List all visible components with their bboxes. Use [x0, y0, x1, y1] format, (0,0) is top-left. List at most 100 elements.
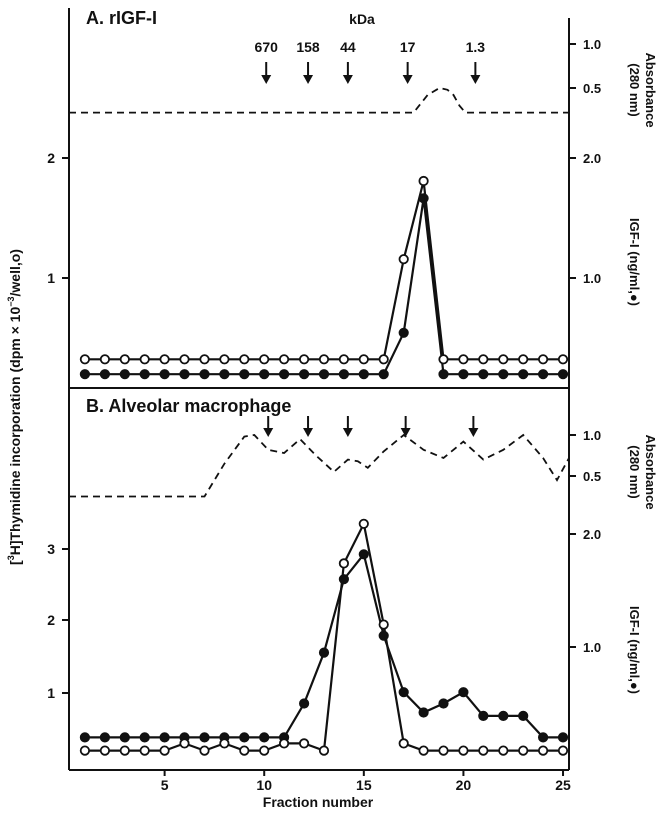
panel-a-igf1-point-16: [378, 369, 389, 380]
panel-a-thymidine-point-10: [259, 354, 270, 365]
panel-b-marker-arrowhead-2: [342, 428, 353, 437]
panel-a-thymidine-point-6: [179, 354, 190, 365]
panel-b-thymidine-point-11: [278, 738, 290, 749]
panel-b-igf1-point-12: [298, 698, 310, 709]
panel-b-thymidine-point-16: [378, 619, 389, 630]
panel-a-marker-label-4: 1.3: [466, 39, 486, 55]
panel-b-marker-arrowhead-0: [263, 428, 274, 437]
panel-a-igf1-point-15: [358, 369, 369, 380]
panel-b-thymidine-point-13: [318, 745, 330, 756]
panel-a-left-tick-label-1: 2: [47, 150, 55, 166]
panel-a-thymidine-point-22: [498, 354, 509, 365]
panel-b-absorbance-label: Absorbance (280 nm): [627, 434, 658, 509]
panel-b-x-tick-label-2: 15: [356, 777, 372, 793]
panel-b-right-tick-label-0: 1.0: [583, 640, 601, 655]
panel-b-thymidine-point-23: [518, 745, 529, 756]
panel-b-igf1-line: [84, 551, 563, 739]
panel-a-thymidine-point-25: [557, 354, 569, 365]
panel-b-left-tick-label-0: 1: [47, 685, 55, 701]
panel-a-thymidine-point-3: [119, 354, 130, 365]
panel-b-igf1-point-1: [79, 732, 91, 743]
panel-a-igf1-point-17: [398, 327, 409, 338]
panel-b-thymidine-point-22: [498, 745, 509, 756]
panel-b-igf1-point-7: [199, 732, 210, 743]
panel-b-igf1-point-2: [99, 732, 111, 743]
panel-b-igf1-point-23: [518, 710, 529, 722]
panel-a-left-tick-label-0: 1: [47, 270, 55, 286]
panel-a-igf1-point-20: [458, 369, 469, 380]
panel-a-igf1-point-21: [478, 369, 489, 380]
panel-a-igf1-point-12: [298, 369, 310, 380]
panel-a-thymidine-line: [84, 180, 563, 361]
panel-a-right-tick-label-1: 2.0: [583, 151, 601, 166]
panel-b-thymidine-point-24: [537, 745, 549, 756]
panel-a-igf1-point-22: [498, 369, 509, 380]
panel-b-igf1-point-17: [398, 687, 409, 698]
panel-a-marker-arrowhead-3: [402, 75, 413, 84]
panel-b-thymidine-point-1: [79, 745, 91, 756]
panel-b-igf1-point-5: [159, 732, 170, 743]
panel-b-abs-tick-label-1: 1.0: [583, 428, 601, 443]
panel-a-thymidine-point-4: [139, 354, 150, 365]
panel-a-marker-label-3: 17: [400, 39, 416, 55]
panel-b-thymidine-point-20: [458, 745, 469, 756]
panel-a-title: A. rIGF-I: [86, 8, 157, 28]
panel-b-igf1-point-3: [119, 732, 130, 743]
panel-a-marker-label-2: 44: [340, 39, 356, 55]
panel-a-igf1-point-11: [278, 369, 290, 380]
panel-a-thymidine-point-20: [458, 354, 469, 365]
panel-b-igf1-point-20: [458, 687, 469, 698]
panel-b-thymidine-point-6: [179, 738, 190, 749]
panel-b-igf1-point-10: [259, 732, 270, 743]
panel-a-thymidine-point-12: [298, 354, 310, 365]
panel-b-x-tick-label-0: 5: [161, 777, 169, 793]
panel-a-igf1-point-6: [179, 369, 190, 380]
panel-b-thymidine-point-14: [338, 558, 349, 569]
panel-b-absorbance-line: [69, 433, 570, 498]
panel-a-igf1-point-5: [159, 369, 170, 380]
panel-a-thymidine-point-5: [159, 354, 170, 365]
panel-a-igf-label: IGF-I (ng/ml,●): [627, 218, 642, 306]
panel-b-marker-arrowhead-3: [400, 428, 411, 437]
panel-b-igf1-point-22: [498, 710, 509, 722]
panel-b-igf1-point-18: [418, 707, 429, 718]
panel-b-igf1-point-15: [358, 549, 369, 560]
left-y-axis-label: [3H]Thymidine incorporation (dpm × 10−3/…: [6, 249, 23, 565]
panel-a-thymidine-point-1: [79, 354, 91, 365]
panel-b-igf1-point-4: [139, 732, 150, 743]
panel-b-right-tick-label-1: 2.0: [583, 527, 601, 542]
panel-a-igf1-point-1: [79, 369, 91, 380]
panel-b-marker-arrowhead-1: [303, 428, 314, 437]
panel-b-x-tick-label-4: 25: [555, 777, 571, 793]
panel-b-igf1-point-25: [557, 732, 569, 743]
panel-b-thymidine-point-21: [478, 745, 489, 756]
panel-a-thymidine-point-9: [239, 354, 250, 365]
panel-a-igf1-point-2: [99, 369, 111, 380]
panel-a-abs-tick-label-1: 1.0: [583, 37, 601, 52]
panel-a-igf1-point-23: [518, 369, 529, 380]
panel-b-thymidine-point-5: [159, 745, 170, 756]
panel-a-igf1-line: [84, 198, 563, 376]
panel-b-thymidine-point-2: [99, 745, 111, 756]
panel-a-thymidine-point-16: [378, 354, 389, 365]
panel-b-x-tick-label-1: 10: [256, 777, 272, 793]
panel-b-abs-tick-label-0: 0.5: [583, 469, 601, 484]
panel-a-right-tick-label-0: 1.0: [583, 271, 601, 286]
panel-a-marker-arrowhead-0: [261, 75, 272, 84]
panel-b-x-tick-label-3: 20: [456, 777, 472, 793]
panel-b-igf1-point-24: [537, 732, 549, 743]
panel-a-thymidine-point-15: [358, 354, 369, 365]
panel-a-marker-arrowhead-4: [470, 75, 481, 84]
panel-a-igf1-point-9: [239, 369, 250, 380]
panel-b-left-tick-label-2: 3: [47, 541, 55, 557]
panel-a-thymidine-point-21: [478, 354, 489, 365]
panel-b-thymidine-point-7: [199, 745, 210, 756]
panel-b-left-tick-label-1: 2: [47, 612, 55, 628]
panel-b-thymidine-point-10: [259, 745, 270, 756]
panel-a-thymidine-point-7: [199, 354, 210, 365]
panel-b-igf1-point-21: [478, 710, 489, 722]
panel-b-thymidine-point-17: [398, 738, 409, 749]
svg-text:(280 nm): (280 nm): [627, 63, 642, 116]
panel-a-thymidine-point-17: [398, 254, 409, 265]
